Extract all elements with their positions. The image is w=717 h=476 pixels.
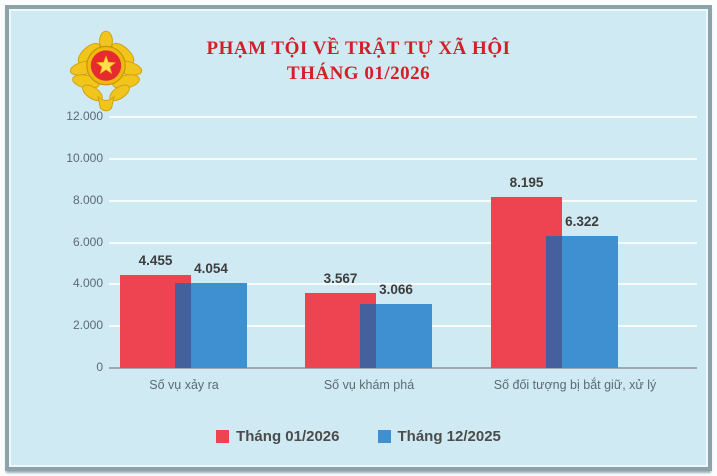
y-axis-tick-label: 0 — [96, 360, 103, 374]
chart-title-line2: THÁNG 01/2026 — [286, 63, 431, 84]
legend-swatch-icon — [216, 430, 230, 443]
bar-thang-12-2025 — [546, 235, 618, 368]
x-axis-line — [109, 367, 697, 369]
legend-swatch-icon — [377, 430, 391, 443]
data-label: 6.322 — [565, 213, 599, 229]
y-axis-tick-label: 2.000 — [72, 318, 103, 333]
legend-item: Tháng 01/2026 — [216, 428, 340, 445]
data-label: 3.066 — [379, 281, 413, 297]
bar-thang-12-2025 — [360, 303, 432, 368]
gridline — [109, 157, 697, 160]
gridline — [109, 199, 697, 202]
gridline — [109, 116, 697, 118]
bar-thang-12-2025 — [175, 283, 247, 368]
bar-overlap-shade — [360, 303, 376, 368]
legend-item: Tháng 12/2025 — [377, 428, 501, 445]
gridline — [109, 283, 697, 286]
y-axis-tick-label: 12.000 — [66, 109, 103, 123]
x-axis-category-label: Số vụ xảy ra — [149, 378, 219, 392]
legend-label: Tháng 01/2026 — [236, 428, 340, 445]
bar-overlap-shade — [546, 235, 562, 368]
police-emblem-logo — [69, 30, 143, 112]
data-label: 4.455 — [138, 252, 173, 268]
y-axis-tick-label: 8.000 — [72, 192, 103, 207]
data-label: 4.054 — [194, 261, 228, 277]
data-label: 8.195 — [509, 174, 544, 190]
chart-title: PHẠM TỘI VỀ TRẬT TỰ XÃ HỘI THÁNG 01/2026 — [9, 36, 708, 86]
chart-title-line1: PHẠM TỘI VỀ TRẬT TỰ XÃ HỘI — [206, 38, 511, 59]
y-axis-tick-label: 6.000 — [72, 234, 103, 249]
data-label: 3.567 — [323, 271, 358, 287]
bar-overlap-shade — [175, 283, 191, 368]
y-axis-tick-label: 4.000 — [72, 276, 103, 291]
y-axis-tick-label: 10.000 — [66, 150, 103, 165]
gridline — [109, 241, 697, 244]
x-axis-category-label: Số vụ khám phá — [323, 378, 415, 392]
legend-label: Tháng 12/2025 — [397, 428, 501, 445]
chart-panel: PHẠM TỘI VỀ TRẬT TỰ XÃ HỘI THÁNG 01/2026… — [5, 5, 712, 471]
chart-legend: Tháng 01/2026 Tháng 12/2025 — [9, 428, 708, 445]
x-axis-category-label: Số đối tượng bị bắt giữ, xử lý — [493, 378, 657, 392]
